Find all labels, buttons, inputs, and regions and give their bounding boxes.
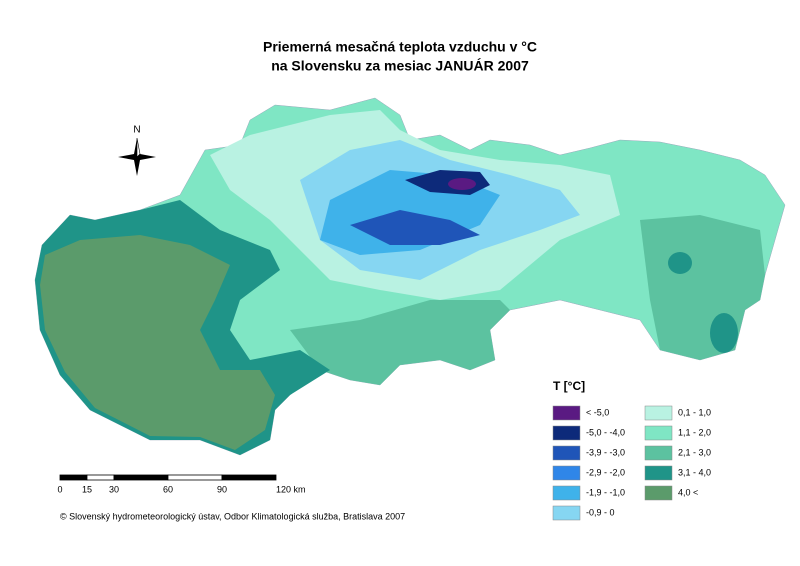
legend-swatch [552, 485, 581, 501]
legend-label: 0,1 - 1,0 [678, 407, 711, 417]
legend-label: < -5,0 [586, 407, 609, 417]
scale-segment [86, 474, 115, 481]
legend-swatch [552, 505, 581, 521]
legend: < -5,0 -5,0 - -4,0 -3,9 - -3,0 -2,9 - -2,0 -… [552, 405, 711, 521]
scale-segment [167, 474, 223, 481]
scale-bar: 0 15 30 60 90 120 km [57, 474, 306, 494]
legend-label: -5,0 - -4,0 [586, 427, 625, 437]
legend-swatch [552, 425, 581, 441]
title-line: Priemerná mesačná teplota vzduchu v °C [263, 39, 537, 55]
legend-swatch [644, 485, 673, 501]
scale-label: 15 [82, 484, 92, 494]
legend-swatch [552, 465, 581, 481]
legend-swatch [644, 405, 673, 421]
legend-swatch [644, 425, 673, 441]
scale-label: 60 [163, 484, 173, 494]
copyright: © Slovenský hydrometeorologický ústav, O… [60, 511, 405, 521]
slovakia-map [34, 97, 786, 456]
scale-label: 30 [109, 484, 119, 494]
region-warmest [40, 235, 275, 450]
region-extreme [448, 178, 476, 190]
scale-segment [113, 474, 169, 481]
compass: N [118, 125, 156, 176]
legend-label: -3,9 - -3,0 [586, 447, 625, 457]
legend-label: 4,0 < [678, 487, 698, 497]
legend-label: -0,9 - 0 [586, 507, 615, 517]
region-warmer-spot [668, 252, 692, 274]
compass-label: N [133, 125, 140, 136]
scale-label: 120 km [276, 484, 306, 494]
scale-label: 90 [217, 484, 227, 494]
legend-swatch [552, 405, 581, 421]
legend-label: 3,1 - 4,0 [678, 467, 711, 477]
scale-segment [59, 474, 88, 481]
legend-label: 1,1 - 2,0 [678, 427, 711, 437]
legend-label: -2,9 - -2,0 [586, 467, 625, 477]
region-warm [640, 215, 765, 360]
scale-label: 0 [57, 484, 62, 494]
compass-rose [136, 137, 141, 158]
region-coldest [350, 210, 480, 245]
legend-label: 2,1 - 3,0 [678, 447, 711, 457]
legend-swatch [644, 445, 673, 461]
region-warmer-spot [710, 313, 738, 353]
region-warm [290, 300, 510, 385]
legend-title: T [°C] [553, 379, 585, 393]
title-line: na Slovensku za mesiac JANUÁR 2007 [271, 58, 529, 74]
legend-swatch [644, 465, 673, 481]
legend-swatch [552, 445, 581, 461]
scale-segment [221, 474, 277, 481]
legend-label: -1,9 - -1,0 [586, 487, 625, 497]
